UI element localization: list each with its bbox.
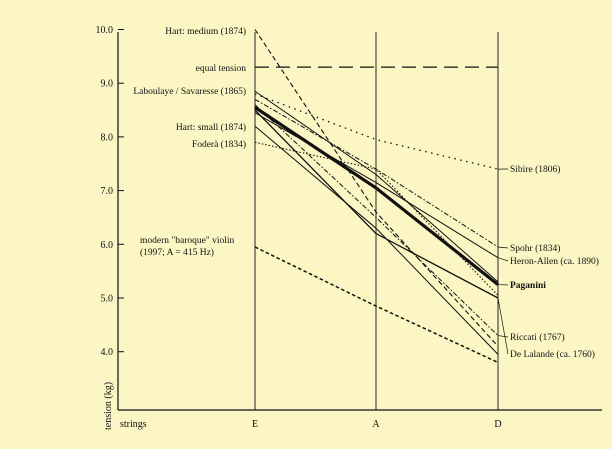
series-leader-11 [498,298,508,354]
series-label-10: Riccati (1767) [510,332,565,343]
series-label-3: Hart: small (1874) [176,122,246,133]
series-line-5 [255,247,498,362]
y-tick-label: 5.0 [101,294,114,305]
series-label-1: equal tension [196,64,247,74]
series-leader-8 [498,258,508,261]
x-tick-label-E: E [252,419,258,430]
series-line-10 [255,105,498,336]
series-label-2: Laboulaye / Savaresse (1865) [133,86,246,97]
series-label-6: Sibire (1806) [510,164,560,175]
y-tick-label: 9.0 [101,79,114,90]
x-axis-title: strings [120,419,147,430]
y-tick-label: 7.0 [101,186,114,197]
y-ticks: 4.0 5.0 6.0 7.0 8.0 9.0 10.0 [96,25,125,358]
x-ticks: EAD [252,419,502,430]
x-tick-label-D: D [494,419,501,430]
series-line-4 [255,142,498,295]
y-tick-label: 8.0 [101,132,114,143]
series-label-11: De Lalande (ca. 1760) [510,349,595,360]
x-tick-label-A: A [372,419,380,430]
grid [255,32,498,410]
series-leader-10 [498,336,508,337]
series-leader-7 [498,247,508,248]
y-tick-label: 4.0 [101,347,114,358]
series-line-7 [255,99,498,247]
y-tick-label: 10.0 [96,25,114,36]
series-line-8 [255,113,498,258]
series-lines [255,30,498,363]
y-tick-label: 6.0 [101,240,114,251]
series-label-4: Foderà (1834) [192,139,246,150]
series-labels: Hart: medium (1874) equal tension Laboulay… [133,26,599,360]
series-label-0: Hart: medium (1874) [165,26,246,37]
series-label-8: Heron-Allen (ca. 1890) [510,256,599,267]
series-label-5-line2: (1997; A = 415 Hz) [140,247,214,258]
y-axis-title: tension (kg) [103,382,114,430]
series-label-9: Paganini [510,281,546,291]
series-label-7: Spohr (1834) [510,243,560,254]
series-label-5: modern "baroque" violin [140,236,235,246]
